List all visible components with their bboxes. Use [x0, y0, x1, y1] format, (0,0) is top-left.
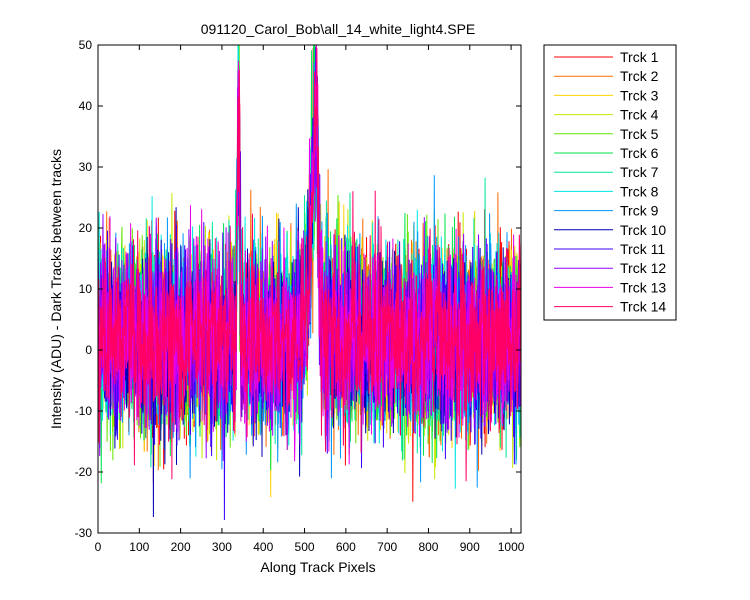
- series-line-14: [97, 48, 522, 482]
- x-axis-title: Along Track Pixels: [260, 559, 375, 575]
- legend-entry: Trck 1: [554, 49, 659, 65]
- legend-label: Trck 2: [620, 68, 659, 84]
- legend-label: Trck 14: [620, 299, 666, 315]
- legend-entry: Trck 4: [554, 107, 659, 123]
- legend: Trck 1 Trck 2 Trck 3 Trck 4 Trck 5 Trck 6 Trck…: [543, 44, 677, 321]
- y-tick-label: 0: [85, 343, 92, 357]
- legend-label: Trck 3: [620, 87, 659, 103]
- legend-label: Trck 6: [620, 145, 659, 161]
- y-tick-label: 40: [79, 99, 93, 113]
- legend-entry: Trck 3: [554, 87, 659, 103]
- y-tick-label: -10: [75, 404, 93, 418]
- y-tick-label: 20: [79, 221, 93, 235]
- tick-layer: 0 100 200 300 400 500 600 700 800 900 1000-30-20-1…: [75, 38, 525, 554]
- y-tick-label: 50: [79, 38, 93, 52]
- legend-items: Trck 1 Trck 2 Trck 3 Trck 4 Trck 5 Trck 6 Trck…: [554, 49, 666, 315]
- legend-box: [543, 44, 677, 321]
- series-layer: [97, 44, 522, 521]
- y-tick-label: 10: [79, 282, 93, 296]
- x-tick-label: 200: [171, 540, 191, 554]
- legend-entry: Trck 13: [554, 279, 666, 295]
- x-tick-label: 500: [295, 540, 315, 554]
- y-tick-label: -20: [75, 465, 93, 479]
- y-tick-label: 30: [79, 160, 93, 174]
- legend-entry: Trck 11: [554, 241, 665, 257]
- x-tick-label: 600: [336, 540, 356, 554]
- legend-label: Trck 11: [620, 241, 665, 257]
- legend-label: Trck 13: [620, 279, 666, 295]
- plot-area: 0 100 200 300 400 500 600 700 800 900 1000-30-20-1…: [75, 38, 525, 554]
- legend-entry: Trck 9: [554, 203, 659, 219]
- legend-entry: Trck 5: [554, 126, 659, 142]
- y-axis-title: Intensity (ADU) - Dark Tracks between tr…: [48, 149, 64, 429]
- x-tick-label: 300: [212, 540, 232, 554]
- legend-entry: Trck 14: [554, 299, 666, 315]
- chart-title: 091120_Carol_Bob\all_14_white_light4.SPE: [201, 21, 476, 37]
- x-tick-label: 1000: [498, 540, 525, 554]
- x-tick-label: 400: [253, 540, 273, 554]
- x-tick-label: 700: [377, 540, 397, 554]
- legend-entry: Trck 7: [554, 164, 659, 180]
- legend-entry: Trck 10: [554, 222, 666, 238]
- legend-entry: Trck 12: [554, 260, 666, 276]
- legend-entry: Trck 6: [554, 145, 659, 161]
- legend-label: Trck 9: [620, 203, 659, 219]
- legend-label: Trck 8: [620, 183, 659, 199]
- legend-label: Trck 1: [620, 49, 659, 65]
- legend-label: Trck 12: [620, 260, 666, 276]
- x-tick-label: 800: [418, 540, 438, 554]
- legend-label: Trck 5: [620, 126, 659, 142]
- x-tick-label: 100: [129, 540, 149, 554]
- legend-label: Trck 4: [620, 107, 659, 123]
- legend-entry: Trck 2: [554, 68, 659, 84]
- x-tick-label: 0: [95, 540, 102, 554]
- legend-label: Trck 7: [620, 164, 659, 180]
- legend-label: Trck 10: [620, 222, 666, 238]
- legend-entry: Trck 8: [554, 183, 659, 199]
- y-tick-label: -30: [75, 526, 93, 540]
- x-tick-label: 900: [460, 540, 480, 554]
